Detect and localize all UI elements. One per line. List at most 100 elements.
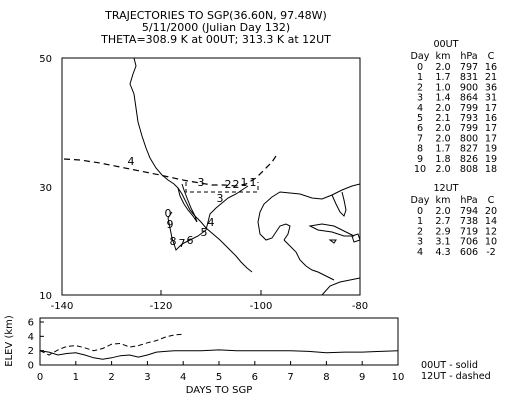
trajectory-12ut-box	[185, 182, 259, 193]
table-00ut-cell: 800	[460, 133, 478, 144]
table-00ut-cell: 827	[460, 144, 478, 155]
table-12ut-cell: 0	[417, 206, 423, 217]
table-00ut-cell: 1.0	[435, 82, 450, 93]
table-12ut-cell: 4	[417, 247, 423, 258]
elev-x-tick-label: 9	[359, 372, 365, 383]
map-lon-ticks	[61, 290, 361, 295]
elev-x-tick-label: 6	[252, 372, 258, 383]
legend-dashed: 12UT - dashed	[421, 371, 491, 382]
table-00ut-cell: 19	[485, 154, 497, 165]
table-00ut-cell: 1.7	[435, 144, 450, 155]
lon-tick-label: -100	[250, 301, 273, 312]
hispaniola	[351, 233, 360, 243]
table-12ut-cell: 606	[460, 247, 478, 258]
elev-x-tick-label: 10	[392, 372, 405, 383]
table-00ut-cell: 6	[417, 123, 423, 134]
table-header-day: Day	[411, 51, 430, 62]
table-00ut-cell: 17	[485, 133, 497, 144]
title-line-2: 5/11/2000 (Julian Day 132)	[142, 21, 290, 34]
table-header-c: C	[488, 195, 495, 206]
lon-tick-label: -80	[352, 301, 368, 312]
table-12ut-cell: 738	[460, 216, 478, 227]
table-00ut-cell: 2.0	[435, 123, 450, 134]
florida	[331, 191, 347, 217]
table-00ut-cell: 5	[417, 113, 423, 124]
table-00ut-cell: 1.4	[435, 93, 450, 104]
table-00ut-cell: 9	[417, 154, 423, 165]
table-00ut-cell: 16	[485, 113, 497, 124]
south-america-coast	[321, 277, 360, 295]
table-00ut-cell: 797	[460, 62, 478, 73]
elev-x-tick-label: 3	[144, 372, 150, 383]
table-12ut-title: 12UT	[433, 183, 458, 194]
table-00ut-cell: 1.8	[435, 154, 450, 165]
table-00ut-cell: 0	[417, 62, 423, 73]
elev-y-tick-label: 0	[28, 361, 34, 372]
elev-x-tick-label: 8	[323, 372, 329, 383]
table-00ut-cell: 2.0	[435, 133, 450, 144]
traj00-label-4: 4	[208, 216, 215, 229]
lon-tick-label: -140	[51, 301, 74, 312]
map-frame	[61, 57, 361, 296]
table-12ut-cell: 794	[460, 206, 478, 217]
table-00ut-cell: 17	[485, 103, 497, 114]
cuba	[308, 223, 355, 237]
elev-series-solid	[39, 349, 399, 360]
table-12ut-cell: 706	[460, 237, 478, 248]
elev-series-dashed	[39, 333, 184, 356]
traj12-label-1: 1	[250, 176, 257, 189]
traj00-label-7: 7	[179, 237, 186, 250]
elev-y-tick-label: 4	[28, 332, 34, 343]
table-12ut-cell: 3	[417, 237, 423, 248]
table-12ut: 12UT Day km hPa C 0 2.0 794 20 1 2.7 738 14 2 2.9…	[411, 183, 498, 258]
table-12ut-cell: 719	[460, 226, 478, 237]
baja-california	[177, 183, 198, 223]
table-00ut-cell: 2	[417, 82, 423, 93]
traj00-label-9: 9	[167, 218, 174, 231]
table-header-c: C	[488, 51, 495, 62]
table-12ut-cell: 20	[485, 206, 497, 217]
trajectory-00ut-path	[167, 185, 249, 251]
table-00ut-cell: 36	[485, 82, 497, 93]
table-12ut-cell: -2	[486, 247, 496, 258]
gulf-coastline	[257, 183, 360, 241]
table-00ut-cell: 793	[460, 113, 478, 124]
jamaica	[328, 239, 337, 244]
table-12ut-cell: 10	[485, 237, 497, 248]
title-line-3: THETA=308.9 K at 00UT; 313.3 K at 12UT	[100, 33, 331, 46]
table-header-hpa: hPa	[460, 51, 477, 62]
table-00ut-cell: 2.0	[435, 103, 450, 114]
lat-tick-label: 30	[39, 183, 52, 194]
traj00-label-3: 3	[217, 192, 224, 205]
table-00ut: 00UT Day km hPa C 0 2.0 797 161 1.7 831 212 1.0…	[411, 39, 498, 175]
table-12ut-cell: 3.1	[435, 237, 450, 248]
table-12ut-cell: 2.7	[435, 216, 450, 227]
elev-x-tick-label: 2	[108, 372, 114, 383]
elev-x-tick-label: 5	[216, 372, 222, 383]
table-12ut-cell: 12	[485, 226, 497, 237]
table-00ut-cell: 864	[460, 93, 478, 104]
table-00ut-cell: 8	[417, 144, 423, 155]
traj12-label-4: 4	[128, 155, 135, 168]
table-12ut-cell: 2.0	[435, 206, 450, 217]
elev-y-ticks: 6 4 2 0	[28, 318, 44, 372]
table-00ut-cell: 16	[485, 62, 497, 73]
table-header-day: Day	[411, 195, 430, 206]
legend-solid: 00UT - solid	[421, 360, 478, 371]
traj00-label-1: 1	[241, 176, 248, 189]
elev-x-label: DAYS TO SGP	[186, 385, 253, 396]
elev-x-tick-label: 0	[37, 372, 43, 383]
table-00ut-cell: 19	[485, 144, 497, 155]
elev-x-ticks: 0 1 2 3 4 5 6 7 8 9 10	[37, 361, 405, 383]
table-header-hpa: hPa	[460, 195, 477, 206]
table-12ut-cell: 2.9	[435, 226, 450, 237]
table-00ut-cell: 2.0	[435, 164, 450, 175]
elev-x-tick-label: 4	[180, 372, 186, 383]
table-00ut-cell: 31	[485, 93, 497, 104]
table-00ut-cell: 10	[414, 164, 426, 175]
table-12ut-cell: 14	[485, 216, 497, 227]
traj00-label-0: 0	[165, 207, 172, 220]
map-area	[63, 58, 360, 295]
lat-tick-label: 10	[39, 291, 52, 302]
